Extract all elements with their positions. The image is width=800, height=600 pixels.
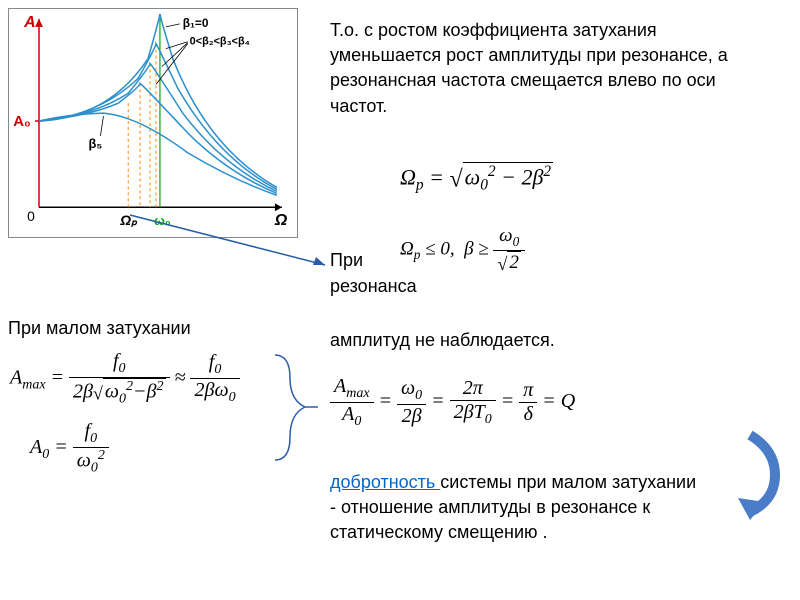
resonance-chart: A Ω 0 A₀ ω₀ Ωₚ β₁=0 0<β₂<β₃<β₄ β₅	[8, 8, 298, 238]
dobrotnost-paragraph: добротность системы при малом затухании …	[330, 470, 700, 546]
formula-condition: Ωp ≤ 0, β ≥ ω0√2	[400, 225, 525, 275]
formula-amax: Amax = f0 2β√ω02−β2 ≈ f0 2βω0	[10, 350, 240, 408]
text-rezonansa: резонанса	[330, 276, 417, 297]
amp-not-observed: амплитуд не наблюдается.	[330, 330, 555, 351]
formula-q: AmaxA0 = ω02β = 2π2βT0 = πδ = Q	[330, 375, 575, 430]
formula-omega-p: Ωp = √ω02 − 2β2	[400, 162, 553, 195]
main-paragraph: Т.о. с ростом коэффициента затухания уме…	[330, 18, 770, 119]
chart-svg: A Ω 0 A₀ ω₀ Ωₚ β₁=0 0<β₂<β₃<β₄ β₅	[9, 9, 297, 237]
svg-text:0: 0	[27, 208, 35, 224]
svg-text:A₀: A₀	[13, 114, 30, 130]
arrow-chart-to-text	[120, 210, 340, 280]
dobrotnost-link[interactable]: добротность	[330, 472, 440, 492]
svg-text:0<β₂<β₃<β₄: 0<β₂<β₃<β₄	[190, 36, 250, 48]
svg-text:β₅: β₅	[89, 136, 103, 151]
brace-icon	[270, 350, 320, 465]
svg-text:β₁=0: β₁=0	[183, 16, 209, 30]
formula-a0: A0 = f0 ω02	[30, 420, 109, 477]
svg-text:A: A	[23, 14, 35, 31]
small-damping-label: При малом затухании	[8, 318, 191, 339]
curved-arrow-icon	[720, 430, 780, 520]
